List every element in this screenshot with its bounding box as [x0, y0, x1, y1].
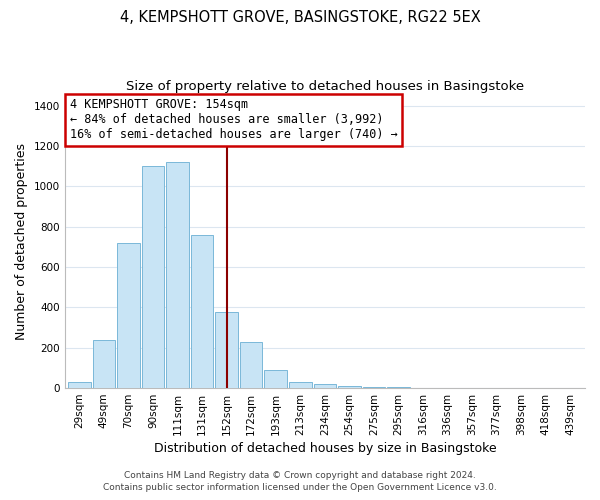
Bar	[92, 340, 115, 388]
Bar	[191, 235, 214, 388]
Bar	[215, 312, 238, 388]
Bar	[314, 384, 336, 388]
Bar	[117, 243, 140, 388]
Bar	[289, 382, 311, 388]
Bar	[338, 386, 361, 388]
Bar	[265, 370, 287, 388]
Bar	[362, 387, 385, 388]
Text: 4 KEMPSHOTT GROVE: 154sqm
← 84% of detached houses are smaller (3,992)
16% of se: 4 KEMPSHOTT GROVE: 154sqm ← 84% of detac…	[70, 98, 398, 142]
X-axis label: Distribution of detached houses by size in Basingstoke: Distribution of detached houses by size …	[154, 442, 496, 455]
Bar	[142, 166, 164, 388]
Bar	[240, 342, 262, 388]
Title: Size of property relative to detached houses in Basingstoke: Size of property relative to detached ho…	[126, 80, 524, 93]
Bar	[166, 162, 189, 388]
Text: 4, KEMPSHOTT GROVE, BASINGSTOKE, RG22 5EX: 4, KEMPSHOTT GROVE, BASINGSTOKE, RG22 5E…	[119, 10, 481, 25]
Y-axis label: Number of detached properties: Number of detached properties	[15, 144, 28, 340]
Bar	[68, 382, 91, 388]
Text: Contains HM Land Registry data © Crown copyright and database right 2024.
Contai: Contains HM Land Registry data © Crown c…	[103, 471, 497, 492]
